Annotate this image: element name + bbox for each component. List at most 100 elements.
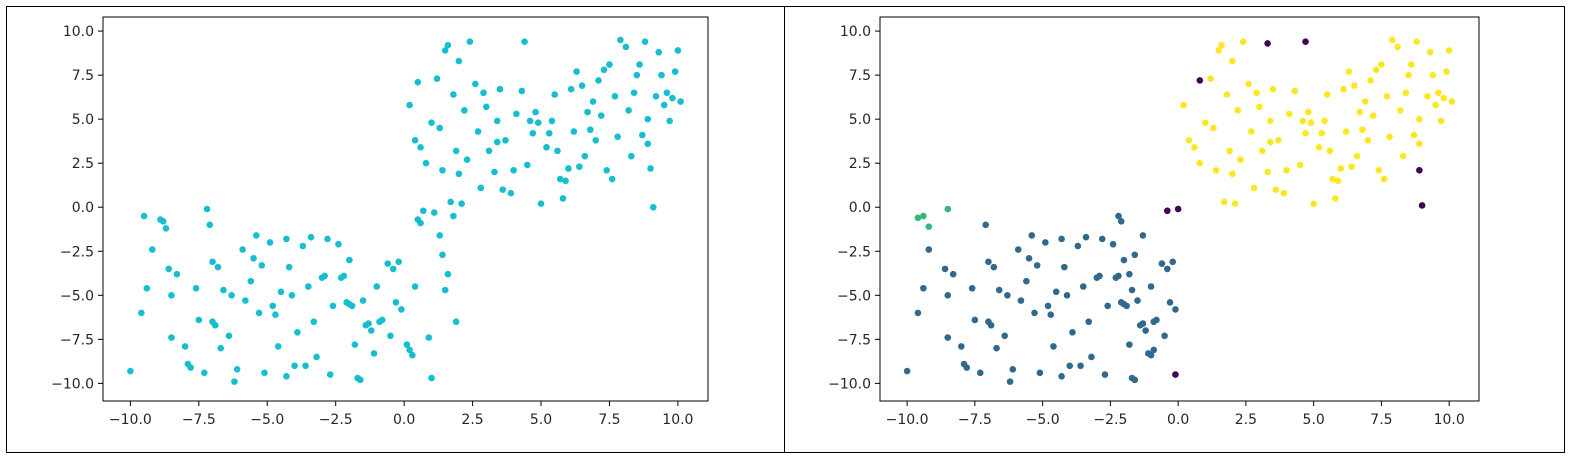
data-point xyxy=(1351,82,1358,89)
data-point xyxy=(1359,126,1366,134)
data-point xyxy=(441,47,449,54)
data-point xyxy=(373,283,381,290)
data-point xyxy=(455,57,463,65)
data-point xyxy=(417,144,424,151)
data-point xyxy=(1375,166,1383,174)
data-point xyxy=(1212,166,1220,174)
data-point xyxy=(220,286,227,294)
data-point xyxy=(600,66,608,74)
data-point xyxy=(474,128,482,135)
data-point xyxy=(1153,316,1160,324)
data-point xyxy=(532,108,539,116)
data-point xyxy=(428,374,435,382)
data-point xyxy=(1266,117,1274,125)
data-point xyxy=(1147,351,1155,359)
data-point xyxy=(663,89,671,97)
data-point xyxy=(1128,286,1136,294)
x-tick-label: 10.0 xyxy=(1434,412,1465,428)
data-point xyxy=(920,212,927,220)
data-point xyxy=(567,85,575,93)
data-point xyxy=(1264,168,1271,176)
data-point xyxy=(1440,94,1448,102)
data-point xyxy=(1172,306,1179,313)
y-tick-label: −10.0 xyxy=(51,376,94,392)
data-point xyxy=(491,168,498,176)
data-point xyxy=(302,362,309,370)
data-point xyxy=(1077,362,1084,370)
data-point xyxy=(556,175,564,183)
data-point xyxy=(521,38,528,45)
data-point xyxy=(458,200,465,208)
data-point xyxy=(294,329,301,336)
data-point xyxy=(1047,311,1055,318)
data-point xyxy=(1248,128,1255,135)
data-point xyxy=(1302,129,1309,137)
data-point xyxy=(995,286,1003,294)
data-point xyxy=(1348,163,1355,171)
data-point xyxy=(576,163,583,171)
data-point xyxy=(1269,85,1277,93)
data-point xyxy=(411,137,419,144)
data-point xyxy=(143,284,151,292)
y-tick-label: −2.5 xyxy=(837,244,871,260)
data-point xyxy=(666,117,673,125)
data-point xyxy=(1397,107,1404,114)
data-point xyxy=(655,48,663,56)
data-point xyxy=(485,147,493,155)
data-point xyxy=(1120,256,1128,264)
data-point xyxy=(466,38,474,45)
data-point xyxy=(1315,144,1323,151)
y-tick-label: 5.0 xyxy=(72,112,94,128)
data-point xyxy=(1229,57,1236,65)
data-point xyxy=(1164,265,1171,273)
data-point xyxy=(168,292,175,299)
data-point xyxy=(348,302,356,310)
data-point xyxy=(1429,71,1437,79)
data-point xyxy=(1115,272,1122,280)
data-point xyxy=(340,272,348,280)
y-tick-label: 7.5 xyxy=(849,68,871,84)
data-point xyxy=(324,235,331,243)
data-point xyxy=(461,107,468,114)
data-point xyxy=(1405,71,1412,79)
data-point xyxy=(1196,159,1204,167)
x-tick-label: −7.5 xyxy=(958,412,992,428)
y-tick-label: 7.5 xyxy=(72,68,94,84)
data-point xyxy=(586,126,594,134)
data-point xyxy=(231,378,238,385)
data-point xyxy=(1353,152,1361,160)
x-tick-label: −5.0 xyxy=(1026,412,1060,428)
data-point xyxy=(258,262,266,269)
data-point xyxy=(674,47,682,54)
data-point xyxy=(985,318,992,326)
data-point xyxy=(159,218,167,225)
data-point xyxy=(395,258,402,266)
data-point xyxy=(971,316,979,324)
data-point xyxy=(944,205,952,213)
data-point xyxy=(633,71,641,79)
y-tick-label: −5.0 xyxy=(60,288,94,304)
data-point xyxy=(513,110,520,118)
data-point xyxy=(239,246,246,253)
data-point xyxy=(518,87,526,95)
data-point xyxy=(444,41,452,49)
data-point xyxy=(1402,89,1410,97)
data-point xyxy=(625,107,632,114)
data-point xyxy=(1345,68,1353,75)
data-point xyxy=(524,161,531,169)
data-point xyxy=(310,318,318,326)
data-point xyxy=(628,152,635,160)
data-point xyxy=(641,38,649,45)
data-point xyxy=(944,292,952,299)
data-point xyxy=(283,235,290,243)
data-point xyxy=(422,159,430,167)
data-point xyxy=(1291,87,1298,95)
data-point xyxy=(452,318,460,326)
data-point xyxy=(269,302,277,310)
data-point xyxy=(1139,320,1147,327)
data-point xyxy=(1185,137,1193,144)
data-point xyxy=(1147,283,1155,290)
data-point xyxy=(384,260,392,267)
data-point xyxy=(367,327,375,334)
